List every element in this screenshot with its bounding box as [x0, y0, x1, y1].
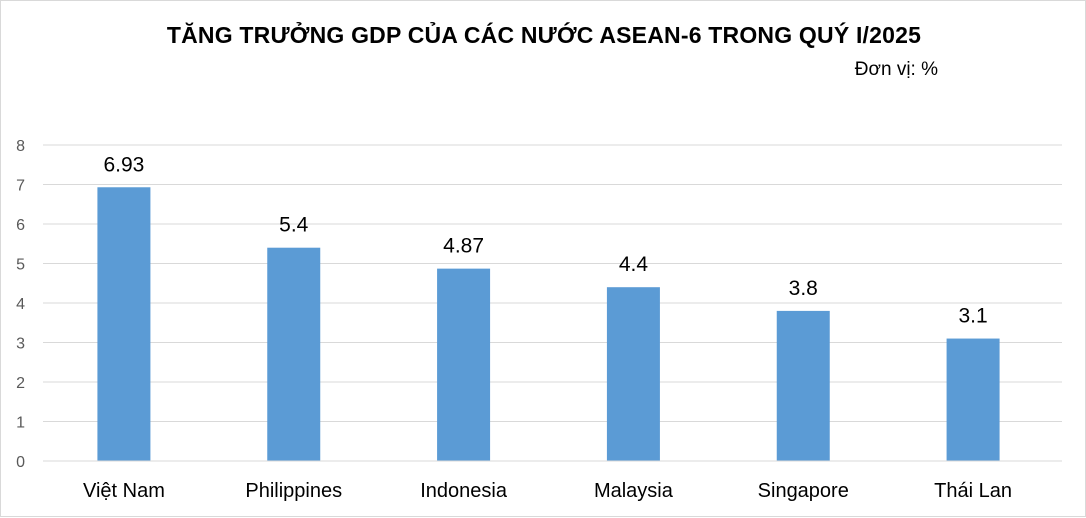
y-tick-label: 8 [16, 138, 25, 155]
data-label: 3.1 [958, 305, 987, 328]
bar [97, 187, 151, 461]
bar [606, 287, 660, 461]
data-label: 5.4 [279, 214, 309, 237]
data-label: 3.8 [789, 277, 818, 300]
x-tick-label: Thái Lan [934, 480, 1012, 502]
y-tick-label: 0 [16, 454, 25, 471]
bar [776, 310, 830, 461]
unit-label: Đơn vị: % [854, 59, 938, 80]
data-label: 4.87 [443, 235, 484, 258]
x-tick-label: Malaysia [594, 480, 674, 502]
y-tick-label: 6 [16, 217, 25, 234]
y-tick-label: 3 [16, 336, 25, 353]
data-label: 4.4 [619, 253, 649, 276]
bar [267, 247, 321, 461]
x-tick-label: Indonesia [420, 480, 508, 502]
bar [946, 338, 1000, 461]
x-tick-label: Philippines [245, 480, 342, 502]
bar [437, 268, 491, 461]
y-tick-label: 5 [16, 257, 25, 274]
y-tick-label: 7 [16, 178, 25, 195]
x-tick-label: Việt Nam [83, 480, 165, 502]
y-tick-label: 1 [16, 415, 25, 432]
chart-title: TĂNG TRƯỞNG GDP CỦA CÁC NƯỚC ASEAN-6 TRO… [166, 22, 922, 48]
data-label: 6.93 [103, 153, 144, 176]
x-tick-label: Singapore [758, 480, 849, 502]
y-tick-label: 2 [16, 375, 25, 392]
y-tick-label: 4 [16, 296, 25, 313]
